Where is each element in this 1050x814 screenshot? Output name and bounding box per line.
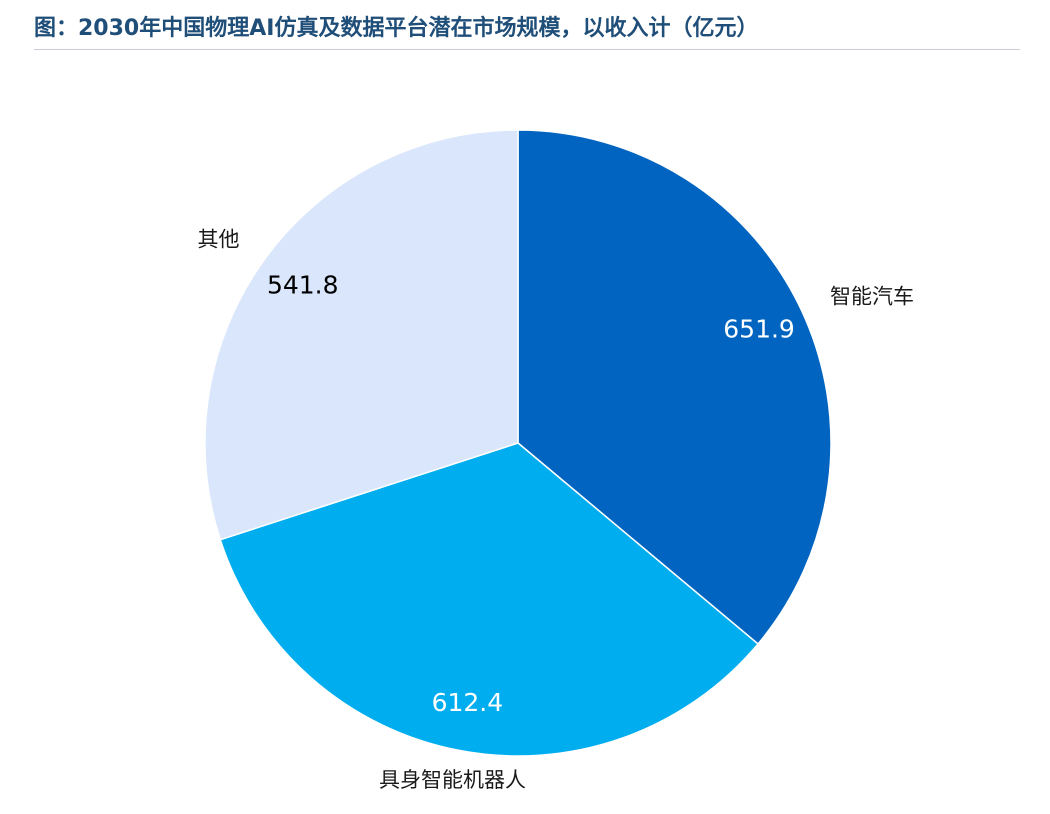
slice-value-other: 541.8	[267, 271, 339, 300]
pie-slice-other	[204, 129, 519, 541]
title-divider	[34, 49, 1020, 50]
slice-label-embodied-robot: 具身智能机器人	[379, 768, 526, 792]
pie-labels: 651.9 智能汽车 612.4 具身智能机器人 541.8 其他	[197, 228, 913, 792]
slice-value-embodied-robot: 612.4	[432, 688, 504, 717]
pie-slices	[204, 129, 832, 757]
slice-label-smart-car: 智能汽车	[830, 284, 914, 308]
slice-value-smart-car: 651.9	[723, 314, 795, 343]
slice-label-other: 其他	[197, 228, 239, 252]
pie-slice-smart-car	[517, 129, 832, 645]
chart-title: 图：2030年中国物理AI仿真及数据平台潜在市场规模，以收入计（亿元）	[34, 16, 759, 41]
pie-slice-embodied-robot	[219, 442, 760, 757]
